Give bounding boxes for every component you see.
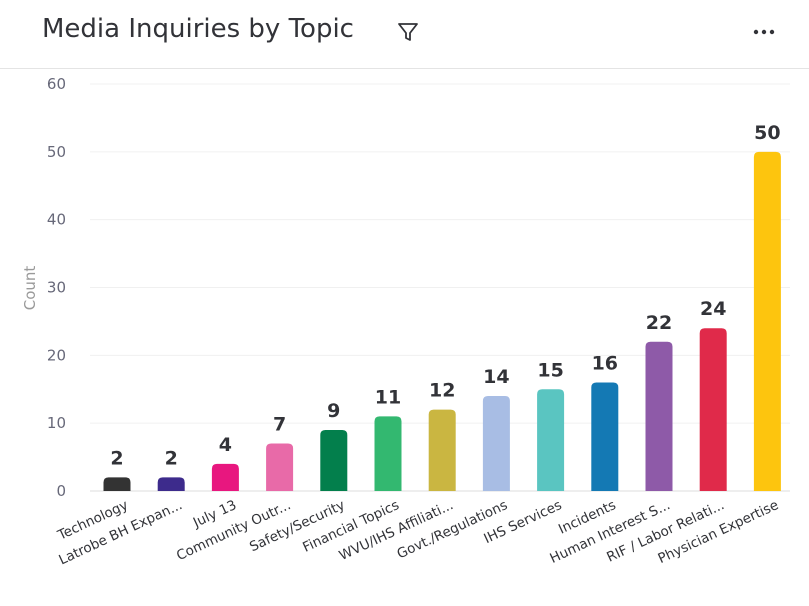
bar (103, 477, 131, 491)
bar (320, 429, 348, 491)
data-label: 24 (700, 298, 726, 320)
bar (482, 396, 510, 491)
bar (591, 382, 619, 491)
data-label: 12 (429, 380, 455, 402)
more-options-button[interactable] (748, 18, 780, 46)
data-label: 11 (375, 386, 401, 408)
data-label: 15 (537, 359, 563, 381)
data-label: 16 (592, 352, 618, 374)
data-label: 2 (110, 447, 123, 469)
y-tick-label: 30 (47, 279, 66, 297)
filter-button[interactable] (394, 18, 422, 46)
bar (374, 416, 402, 491)
y-tick-label: 20 (47, 346, 66, 364)
bar (699, 328, 727, 491)
y-tick-label: 0 (56, 482, 66, 500)
y-tick-label: 40 (47, 211, 66, 229)
chart-header: Media Inquiries by Topic (0, 0, 809, 69)
data-label: 22 (646, 312, 672, 334)
bar (428, 409, 456, 491)
y-tick-label: 60 (47, 75, 66, 93)
bar (645, 341, 673, 491)
chart-title: Media Inquiries by Topic (42, 14, 354, 44)
bar (157, 477, 185, 491)
data-label: 4 (219, 434, 232, 456)
bar (753, 151, 781, 492)
data-label: 9 (327, 400, 340, 422)
more-horizontal-icon (753, 29, 775, 35)
bar (537, 389, 565, 491)
y-tick-label: 10 (47, 414, 66, 432)
data-label: 50 (754, 122, 780, 144)
data-label: 2 (165, 447, 178, 469)
y-tick-label: 50 (47, 143, 66, 161)
filter-icon (398, 23, 418, 41)
data-label: 14 (483, 366, 509, 388)
data-label: 7 (273, 414, 286, 436)
bar (211, 463, 239, 491)
bar (266, 443, 294, 491)
